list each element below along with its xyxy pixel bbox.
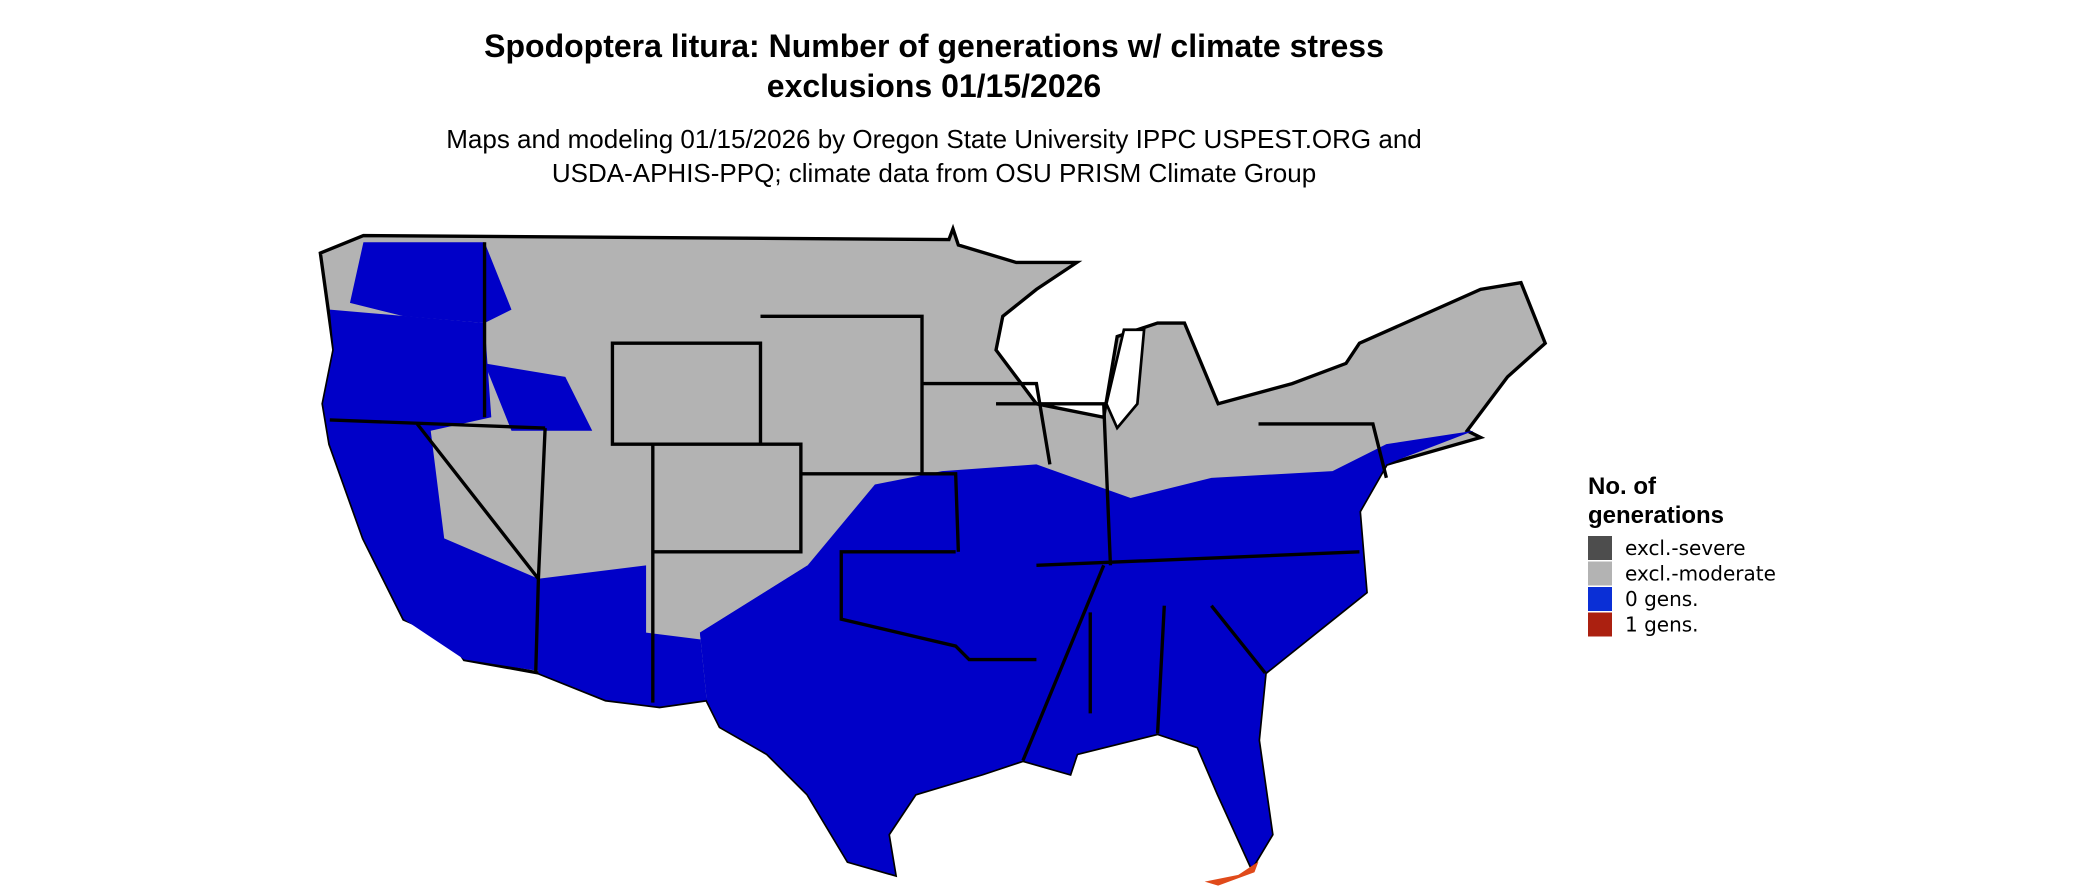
legend-swatch	[1588, 536, 1612, 560]
legend-swatch	[1588, 561, 1612, 586]
legend-label: excl.-moderate	[1625, 562, 1776, 586]
us-map	[318, 223, 1548, 886]
legend-title: generations	[1588, 502, 1724, 529]
legend-swatch	[1588, 612, 1612, 637]
zone-one-gen-keys	[1204, 861, 1259, 886]
state-borders	[329, 242, 1389, 762]
legend-label: 0 gens.	[1625, 587, 1699, 611]
legend-label: excl.-severe	[1625, 536, 1746, 560]
legend-swatch	[1588, 587, 1612, 611]
title-line: exclusions 01/15/2026	[767, 68, 1101, 104]
legend-label: 1 gens.	[1625, 613, 1699, 637]
title-line: Spodoptera litura: Number of generations…	[484, 28, 1384, 64]
subtitle-line: Maps and modeling 01/15/2026 by Oregon S…	[446, 124, 1422, 154]
legend-title: No. of	[1588, 473, 1657, 500]
zone-zero-gens-northwest	[349, 242, 593, 431]
zone-zero-gens-southeast	[699, 430, 1474, 875]
legend: No. of generations excl.-severeexcl.-mod…	[1588, 473, 1776, 637]
zone-zero-gens-west	[323, 309, 552, 673]
lake-michigan	[1104, 328, 1146, 431]
subtitle-line: USDA-APHIS-PPQ; climate data from OSU PR…	[552, 158, 1316, 188]
